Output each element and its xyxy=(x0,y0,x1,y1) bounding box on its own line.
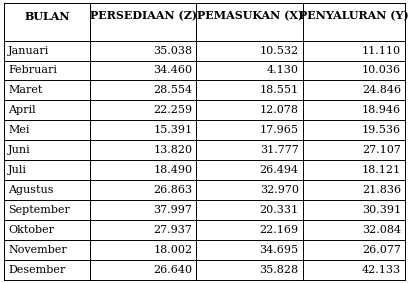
Text: Maret: Maret xyxy=(8,85,43,95)
Text: 18.002: 18.002 xyxy=(153,245,193,255)
Text: 15.391: 15.391 xyxy=(153,125,193,135)
Text: 11.110: 11.110 xyxy=(362,46,401,55)
Text: November: November xyxy=(8,245,67,255)
Text: 22.259: 22.259 xyxy=(153,106,193,115)
Text: PERSEDIAAN (Z): PERSEDIAAN (Z) xyxy=(90,10,197,22)
Text: 4.130: 4.130 xyxy=(267,65,299,76)
Text: Februari: Februari xyxy=(8,65,57,76)
Text: 28.554: 28.554 xyxy=(153,85,193,95)
Text: 21.836: 21.836 xyxy=(362,185,401,195)
Text: 26.863: 26.863 xyxy=(153,185,193,195)
Text: Agustus: Agustus xyxy=(8,185,54,195)
Text: 12.078: 12.078 xyxy=(260,106,299,115)
Text: Januari: Januari xyxy=(8,46,49,55)
Text: September: September xyxy=(8,205,70,215)
Text: Desember: Desember xyxy=(8,265,65,275)
Text: 32.084: 32.084 xyxy=(362,225,401,235)
Text: 35.828: 35.828 xyxy=(260,265,299,275)
Text: 13.820: 13.820 xyxy=(153,145,193,155)
Text: 26.494: 26.494 xyxy=(260,165,299,175)
Text: PENYALURAN (Y): PENYALURAN (Y) xyxy=(299,10,409,22)
Text: 27.937: 27.937 xyxy=(154,225,193,235)
Text: Oktober: Oktober xyxy=(8,225,54,235)
Text: 42.133: 42.133 xyxy=(362,265,401,275)
Text: Mei: Mei xyxy=(8,125,29,135)
Text: Juni: Juni xyxy=(8,145,31,155)
Text: Juli: Juli xyxy=(8,165,27,175)
Text: 26.077: 26.077 xyxy=(362,245,401,255)
Text: 18.551: 18.551 xyxy=(260,85,299,95)
Text: 18.121: 18.121 xyxy=(362,165,401,175)
Text: 10.036: 10.036 xyxy=(362,65,401,76)
Text: BULAN: BULAN xyxy=(25,10,70,22)
Text: 34.460: 34.460 xyxy=(153,65,193,76)
Text: 22.169: 22.169 xyxy=(260,225,299,235)
Text: 30.391: 30.391 xyxy=(362,205,401,215)
Text: 32.970: 32.970 xyxy=(260,185,299,195)
Text: 19.536: 19.536 xyxy=(362,125,401,135)
Text: April: April xyxy=(8,106,36,115)
Text: 37.997: 37.997 xyxy=(154,205,193,215)
Text: 18.490: 18.490 xyxy=(153,165,193,175)
Text: 31.777: 31.777 xyxy=(260,145,299,155)
Text: 27.107: 27.107 xyxy=(362,145,401,155)
Text: 18.946: 18.946 xyxy=(362,106,401,115)
Text: 20.331: 20.331 xyxy=(260,205,299,215)
Text: 10.532: 10.532 xyxy=(260,46,299,55)
Text: PEMASUKAN (X): PEMASUKAN (X) xyxy=(197,10,303,22)
Text: 34.695: 34.695 xyxy=(260,245,299,255)
Text: 26.640: 26.640 xyxy=(153,265,193,275)
Text: 35.038: 35.038 xyxy=(153,46,193,55)
Text: 24.846: 24.846 xyxy=(362,85,401,95)
Text: 17.965: 17.965 xyxy=(260,125,299,135)
